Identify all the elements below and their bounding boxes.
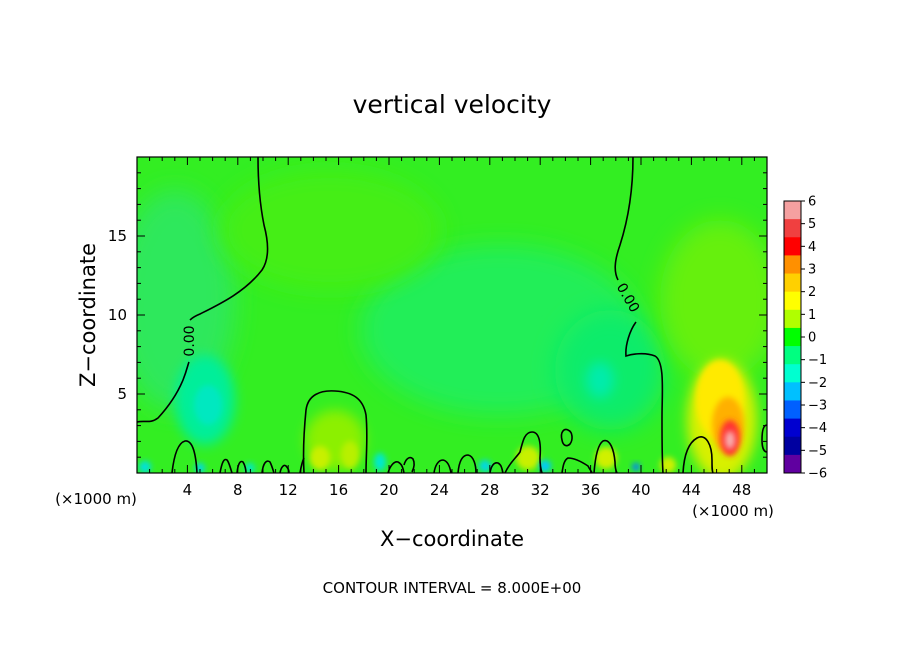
x-tick-label: 44 <box>682 481 701 499</box>
colorbar-swatch <box>784 346 801 365</box>
contour-interval-text: CONTOUR INTERVAL = 8.000E+00 <box>323 579 582 597</box>
x-tick-label: 16 <box>329 481 348 499</box>
downdraft-core-left <box>194 385 222 425</box>
x-tick-label: 24 <box>430 481 449 499</box>
surface-cell-37 <box>595 447 617 469</box>
colorbar-label: 0 <box>808 331 816 346</box>
surface-speckle-d <box>374 453 386 471</box>
colorbar-label: −5 <box>808 444 827 459</box>
contour-bump-26 <box>457 454 477 473</box>
colorbar-label: −6 <box>808 467 827 482</box>
field-shading <box>137 170 767 473</box>
colorbar-label: 5 <box>808 217 816 232</box>
zero-contours <box>137 157 767 473</box>
x-tick-label: 4 <box>183 481 193 499</box>
colorbar-swatch <box>784 237 801 256</box>
colorbar-swatch <box>784 309 801 329</box>
colorbar-swatch <box>784 436 801 456</box>
contour-cell-49 <box>761 424 767 453</box>
contour-bump-20 <box>387 461 405 473</box>
x-tick-label: 20 <box>379 481 398 499</box>
colorbar-label: 2 <box>808 285 816 300</box>
contour-bump-7 <box>219 458 233 473</box>
colorbar-swatch <box>784 255 801 275</box>
surface-speckle-e <box>479 460 491 472</box>
x-tick-label: 48 <box>732 481 751 499</box>
colorbar-label: −1 <box>808 353 827 368</box>
colorbar-swatch <box>784 273 801 293</box>
contour-ring-34 <box>560 428 573 447</box>
updraft-region-top-center <box>220 170 440 290</box>
colorbar: 6 5 4 3 2 1 0 −1 −2 −3 −4 −5 −6 <box>783 195 827 482</box>
x-tick-label: 40 <box>631 481 650 499</box>
surface-speckle-a <box>139 461 151 473</box>
plot-area: 0.00 0.00 <box>137 157 767 473</box>
surface-cell-31 <box>516 446 540 470</box>
x-tick-label: 12 <box>279 481 298 499</box>
y-axis-title: Z−coordinate <box>76 243 100 387</box>
downdraft-region-left-upper <box>137 190 235 410</box>
colorbar-label: 4 <box>808 240 816 255</box>
surface-cell-14 <box>310 446 330 470</box>
colorbar-swatch <box>784 219 801 238</box>
surface-cell-44 <box>660 457 676 473</box>
colorbar-swatch <box>784 454 801 474</box>
contour-bump-4 <box>171 440 198 473</box>
contour-line-left <box>137 157 269 423</box>
y-axis-ticks: 5 10 15 <box>108 172 767 458</box>
colorbar-swatch <box>784 201 801 220</box>
colorbar-label: 6 <box>808 195 816 210</box>
contour-bump-23 <box>433 459 452 473</box>
colorbar-label: −4 <box>808 421 827 436</box>
y-tick-label: 10 <box>108 306 127 324</box>
updraft-core <box>725 431 735 449</box>
y-tick-label: 15 <box>108 227 127 245</box>
x-tick-label: 8 <box>233 481 243 499</box>
surface-speckle-f <box>539 460 551 472</box>
downdraft-core-right <box>586 362 614 398</box>
x-tick-label: 28 <box>480 481 499 499</box>
contour-bump-21 <box>403 456 415 473</box>
surface-cell-17 <box>341 441 359 469</box>
colorbar-swatch <box>784 382 801 401</box>
colorbar-label: 1 <box>808 308 816 323</box>
colorbar-swatch <box>784 291 801 311</box>
colorbar-swatch <box>784 418 801 438</box>
x-axis-ticks: 4 8 12 16 20 24 28 32 36 40 44 48 <box>149 157 755 499</box>
contour-plume-16 <box>302 390 368 473</box>
x-tick-label: 32 <box>531 481 550 499</box>
x-units-left: (×1000 m) <box>55 490 137 508</box>
contour-bump-12 <box>279 464 290 473</box>
colorbar-swatch <box>784 364 801 383</box>
updraft-region-upper-right <box>660 220 767 380</box>
contour-cell-31 <box>504 431 543 473</box>
x-units-right: (×1000 m) <box>692 502 774 520</box>
x-axis-title: X−coordinate <box>380 527 524 551</box>
x-tick-label: 36 <box>581 481 600 499</box>
colorbar-label: 3 <box>808 263 816 278</box>
colorbar-swatch <box>784 327 801 347</box>
contour-bump-11 <box>261 460 275 473</box>
surface-speckle-c <box>245 463 255 473</box>
surface-speckle-g <box>632 463 640 471</box>
colorbar-swatch <box>784 400 801 420</box>
contour-line-right <box>614 157 664 473</box>
chart-title: vertical velocity <box>353 90 552 119</box>
contour-label-left: 0.00 <box>182 325 198 356</box>
colorbar-label: −2 <box>808 376 827 391</box>
colorbar-label: −3 <box>808 399 827 414</box>
contour-cell-44 <box>682 436 714 473</box>
y-tick-label: 5 <box>117 385 127 403</box>
